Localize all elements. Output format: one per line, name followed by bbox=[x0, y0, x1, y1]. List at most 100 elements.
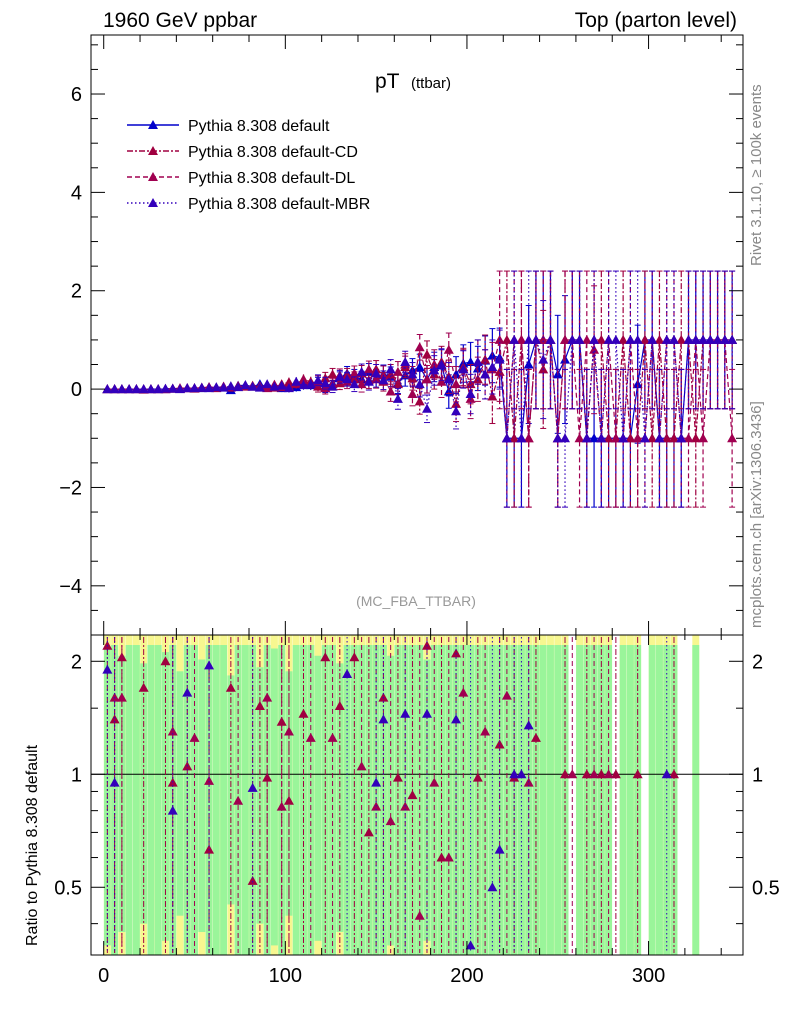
band-inner bbox=[656, 645, 663, 955]
band-inner bbox=[249, 645, 257, 955]
band-inner bbox=[314, 655, 322, 941]
legend-label-cd: Pythia 8.308 default-CD bbox=[188, 144, 358, 161]
ratio-point bbox=[581, 769, 592, 779]
data-point bbox=[392, 379, 403, 389]
band-inner bbox=[438, 645, 445, 955]
data-point bbox=[574, 433, 585, 443]
band-inner bbox=[452, 645, 460, 955]
ratio-data-layer bbox=[102, 637, 679, 953]
data-point bbox=[683, 334, 694, 344]
data-point bbox=[196, 382, 207, 392]
data-point bbox=[356, 366, 367, 376]
data-point bbox=[668, 433, 679, 443]
band-inner bbox=[176, 671, 184, 916]
ratio-point bbox=[356, 761, 367, 771]
data-point bbox=[618, 433, 629, 443]
band-inner bbox=[488, 645, 496, 955]
ratio-point bbox=[465, 940, 476, 950]
data-point bbox=[109, 384, 120, 394]
data-point bbox=[683, 433, 694, 443]
ratio-point bbox=[472, 772, 483, 782]
data-point bbox=[472, 374, 483, 384]
data-point bbox=[334, 371, 345, 381]
data-point bbox=[494, 354, 505, 364]
data-point bbox=[712, 334, 723, 344]
data-point bbox=[174, 384, 185, 394]
data-point bbox=[668, 334, 679, 344]
band-inner bbox=[270, 648, 278, 946]
band-inner bbox=[350, 645, 358, 955]
band-inner bbox=[648, 645, 656, 955]
ratio-point bbox=[116, 692, 127, 702]
data-point bbox=[509, 433, 520, 443]
data-point bbox=[247, 381, 258, 391]
data-point bbox=[596, 433, 607, 443]
analysis-label: (MC_FBA_TTBAR) bbox=[356, 593, 476, 609]
data-point bbox=[436, 359, 447, 369]
data-point bbox=[414, 379, 425, 389]
ratio-xtick-label: 200 bbox=[450, 965, 483, 987]
ratio-point bbox=[204, 775, 215, 785]
data-point bbox=[625, 433, 636, 443]
data-point bbox=[283, 383, 294, 393]
data-point bbox=[414, 342, 425, 352]
data-point bbox=[429, 365, 440, 375]
ratio-point bbox=[436, 852, 447, 862]
data-point bbox=[574, 334, 585, 344]
data-point bbox=[225, 381, 236, 391]
ratio-point bbox=[610, 769, 621, 779]
data-point bbox=[581, 433, 592, 443]
legend-marker-mbr bbox=[148, 198, 158, 207]
data-point bbox=[610, 433, 621, 443]
data-point bbox=[581, 334, 592, 344]
data-point bbox=[632, 334, 643, 344]
ratio-point bbox=[509, 769, 520, 779]
data-point bbox=[327, 381, 338, 391]
data-point bbox=[523, 334, 534, 344]
ratio-point bbox=[204, 660, 215, 670]
band-inner bbox=[300, 645, 307, 955]
ratio-point bbox=[429, 777, 440, 787]
data-point bbox=[421, 403, 432, 413]
ratio-point bbox=[480, 726, 491, 736]
data-point bbox=[400, 357, 411, 367]
ratio-ticks: 0.5 0.5 1 1 2 2 0 100 200 300 bbox=[54, 635, 780, 987]
band-inner bbox=[154, 645, 162, 955]
ratio-point bbox=[451, 648, 462, 658]
ratio-point bbox=[342, 668, 353, 678]
chart-title-sub: (ttbar) bbox=[411, 75, 451, 92]
data-point bbox=[385, 364, 396, 374]
data-point bbox=[705, 334, 716, 344]
data-point bbox=[276, 380, 287, 390]
data-point bbox=[538, 354, 549, 364]
data-point bbox=[138, 384, 149, 394]
data-point bbox=[269, 381, 280, 391]
data-point bbox=[458, 364, 469, 374]
data-point bbox=[589, 334, 600, 344]
data-point bbox=[189, 383, 200, 393]
data-point bbox=[436, 376, 447, 386]
ratio-point bbox=[167, 726, 178, 736]
main-ytick-label: −2 bbox=[59, 477, 82, 499]
data-point bbox=[603, 433, 614, 443]
band-inner bbox=[583, 645, 591, 955]
band-inner bbox=[132, 645, 140, 955]
ratio-point bbox=[516, 769, 527, 779]
data-point bbox=[596, 334, 607, 344]
data-point bbox=[349, 368, 360, 378]
ratio-point bbox=[385, 816, 396, 826]
ratio-point bbox=[494, 844, 505, 854]
chart-title-main: pT bbox=[375, 70, 400, 93]
ratio-point bbox=[596, 769, 607, 779]
data-point bbox=[131, 384, 142, 394]
data-point bbox=[371, 374, 382, 384]
main-ytick-label: 2 bbox=[71, 281, 82, 303]
data-point bbox=[538, 334, 549, 344]
ratio-point bbox=[262, 692, 273, 702]
data-point bbox=[560, 334, 571, 344]
data-point bbox=[465, 389, 476, 399]
ratio-point bbox=[501, 690, 512, 700]
band-inner bbox=[292, 645, 300, 955]
data-point bbox=[451, 406, 462, 416]
ratio-point bbox=[378, 714, 389, 724]
